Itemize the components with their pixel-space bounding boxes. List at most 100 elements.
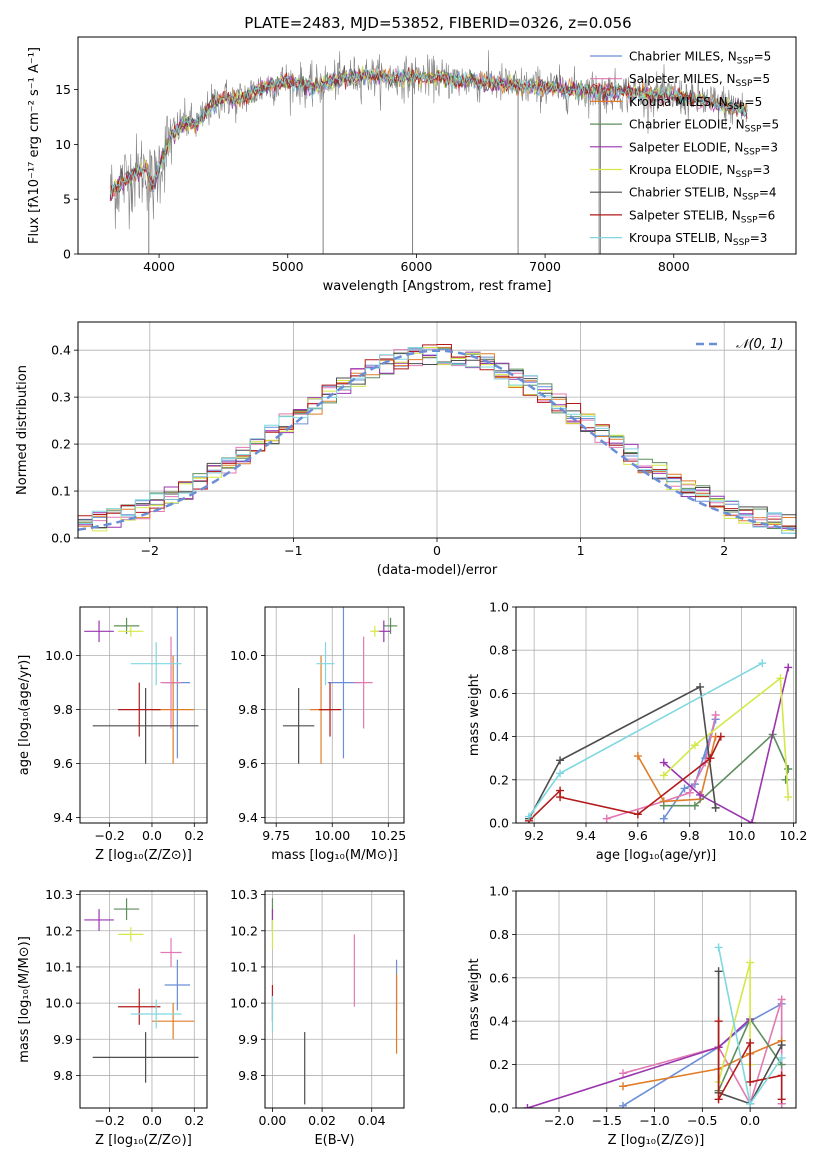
y-tick-label: 10.2 (45, 923, 73, 938)
x-tick-label: 9.2 (524, 828, 544, 843)
mass_vs_Z-chart: −0.2 0.0 0.2 9.8 9.9 10.0 10.1 10.2 10.3 Z [log₁₀… (17, 887, 208, 1148)
y-tick-label: 15 (55, 82, 71, 97)
weight-marker (784, 663, 793, 672)
y-tick-label: 0.3 (51, 390, 71, 405)
histogram-salpeter-stelib (78, 344, 796, 527)
x-tick-label: 8000 (658, 259, 690, 274)
weight-marker (714, 1017, 723, 1026)
weight-marker (523, 1104, 532, 1108)
y-tick-label: 0.6 (489, 686, 509, 701)
weight-marker (619, 1101, 628, 1108)
y-tick-label: 10.3 (230, 887, 258, 902)
errorbar-salpeter-miles (160, 636, 182, 729)
weight-line-salpeter-elodie (663, 667, 789, 823)
x-tick-label: 1 (577, 543, 585, 558)
y-tick-label: 0.8 (489, 643, 509, 658)
y-tick-label: 1.0 (489, 600, 509, 615)
errorbar-chabrier-miles (164, 959, 191, 1011)
mass_vs_EBV-chart: 0.00 0.02 0.04 9.8 9.9 10.0 10.1 10.2 10.3 E(B-V) (230, 887, 405, 1148)
spectrum-legend: Chabrier MILES, NSSP=5 Salpeter MILES, NS… (590, 50, 779, 248)
y-tick-label: 9.8 (238, 1068, 258, 1083)
x-tick-label: 0.0 (740, 1113, 760, 1128)
x-tick-label: −1 (284, 543, 302, 558)
weight-marker (685, 788, 694, 797)
axes-frame (77, 36, 797, 255)
x-tick-label: 0.2 (184, 828, 204, 843)
legend-label: Salpeter ELODIE, NSSP=3 (629, 140, 778, 157)
mass_weight_vs_Z-chart: −2.0 −1.5 −1.0 −0.5 0.0 0.0 0.2 0.4 0.6 0.8 1.0 Z [… (467, 884, 797, 1148)
y-tick-label: 0.4 (489, 729, 509, 744)
weight-marker (716, 732, 725, 741)
y-tick-label: 9.9 (238, 1032, 258, 1047)
weight-marker (776, 674, 785, 683)
y-tick-label: 0.4 (489, 1014, 509, 1029)
weight-marker (556, 756, 565, 765)
weight-marker (777, 995, 786, 1004)
x-axis-label: wavelength [Angstrom, rest frame] (323, 279, 552, 294)
y-axis-label: mass [log₁₀(M/M⊙)] (17, 936, 32, 1063)
errorbar-kroupa-elodie (118, 927, 144, 942)
weight-line-kroupa-miles (622, 1039, 783, 1088)
x-tick-label: 2 (720, 543, 728, 558)
figure-title: PLATE=2483, MJD=53852, FIBERID=0326, z=0… (244, 14, 631, 32)
x-tick-label: 0 (433, 543, 441, 558)
y-tick-label: 0.0 (51, 531, 71, 546)
plot-area (524, 659, 793, 823)
weight-marker (680, 784, 689, 793)
errorbar-kroupa-miles (151, 1003, 195, 1040)
legend-label: Kroupa MILES, NSSP=5 (629, 95, 762, 112)
y-tick-label: 0.0 (489, 816, 509, 831)
x-tick-label: 4000 (143, 259, 175, 274)
legend-label: Chabrier ELODIE, NSSP=5 (629, 118, 779, 135)
axes-frame (515, 890, 797, 1109)
x-tick-label: 0.00 (259, 1113, 287, 1128)
normal-curve (78, 349, 796, 532)
weight-line-kroupa-elodie (663, 676, 789, 798)
errorbar-chabrier-stelib (92, 688, 199, 764)
y-tick-label: 9.8 (238, 702, 258, 717)
plot-area (84, 607, 199, 764)
weight-marker (777, 1041, 786, 1050)
x-axis-label: age [log₁₀(age/yr)] (596, 848, 717, 863)
legend-label: Kroupa STELIB, NSSP=3 (629, 231, 767, 248)
x-tick-label: 0.2 (184, 1113, 204, 1128)
legend-label: Chabrier MILES, NSSP=5 (629, 50, 771, 67)
y-tick-label: 0.2 (489, 1057, 509, 1072)
weight-marker (556, 769, 565, 778)
legend-label: Salpeter MILES, NSSP=5 (629, 72, 770, 89)
errorbar-chabrier-stelib (92, 1032, 199, 1083)
y-tick-label: 0.2 (51, 437, 71, 452)
axes-frame (515, 606, 797, 824)
weight-marker (690, 741, 699, 750)
weight-marker (714, 967, 723, 976)
x-tick-label: 9.4 (576, 828, 596, 843)
y-tick-label: 9.4 (53, 810, 73, 825)
x-tick-label: −0.2 (94, 828, 124, 843)
y-tick-label: 9.8 (53, 702, 73, 717)
x-tick-label: −2.0 (544, 1113, 574, 1128)
errorbar-kroupa-stelib (316, 642, 335, 686)
histogram-kroupa-stelib (78, 347, 796, 534)
weight-marker (746, 1099, 755, 1108)
y-tick-label: 0.6 (489, 970, 509, 985)
weight-marker (619, 1082, 628, 1091)
axes-frame (264, 606, 405, 824)
legend-label: Chabrier STELIB, NSSP=4 (629, 186, 777, 203)
x-tick-label: 10.2 (779, 828, 807, 843)
y-tick-label: 10.0 (230, 648, 258, 663)
y-tick-label: 10.1 (230, 959, 258, 974)
y-tick-label: 9.8 (53, 1068, 73, 1083)
x-tick-label: 0.02 (308, 1113, 336, 1128)
y-tick-label: 9.6 (53, 756, 73, 771)
x-axis-label: E(B-V) (314, 1133, 354, 1148)
weight-marker (714, 1095, 723, 1104)
legend-label: Salpeter STELIB, NSSP=6 (629, 208, 775, 225)
weight-marker (696, 790, 705, 799)
legend-normal-label: 𝒩(0, 1) (736, 337, 783, 352)
x-tick-label: 9.75 (262, 828, 290, 843)
errorbar-salpeter-elodie (84, 620, 114, 643)
y-axis-label: mass weight (467, 958, 482, 1040)
errorbar-chabrier-elodie (113, 898, 140, 920)
errorbar-kroupa-elodie (118, 625, 144, 637)
